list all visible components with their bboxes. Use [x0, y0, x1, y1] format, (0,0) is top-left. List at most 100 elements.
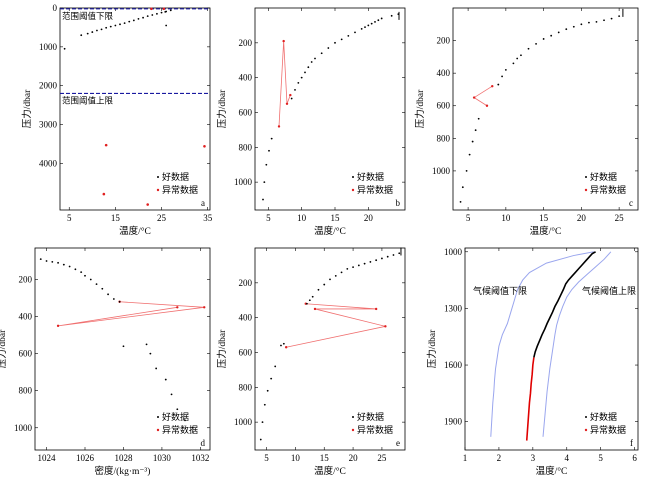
good-data-point [290, 97, 293, 100]
panel-label: d [201, 438, 206, 448]
good-data-point [386, 255, 389, 258]
good-data-point [160, 11, 163, 14]
x-tick-label: 5 [466, 213, 471, 223]
x-tick-label: 15 [111, 213, 121, 223]
anomaly-path [58, 301, 205, 327]
threshold-high-line [542, 251, 612, 437]
anomaly-data-point [146, 203, 149, 206]
plot-frame [464, 247, 639, 451]
good-data-point [320, 52, 323, 55]
x-tick-label: 4 [565, 453, 570, 463]
good-data-point [84, 274, 86, 277]
x-tick-label: 1030 [153, 453, 172, 463]
good-data-point [274, 365, 277, 368]
x-tick-label: 35 [203, 213, 213, 223]
good-data-point [317, 288, 320, 291]
anomaly-point [374, 307, 378, 311]
y-tick-label: 200 [19, 275, 33, 285]
good-data-point [80, 271, 83, 273]
annotation-low: 气候阈值下限 [473, 285, 527, 296]
good-data-point [80, 34, 83, 37]
y-tick-label: 1000 [234, 417, 253, 427]
good-data-point [262, 198, 264, 201]
good-data-point [261, 421, 264, 424]
good-data-point [459, 200, 462, 203]
panel-label: e [396, 438, 400, 448]
y-axis-label: 压力/dbar [21, 89, 33, 128]
good-data-point [340, 271, 343, 274]
good-data-point [512, 62, 515, 65]
good-data-point [118, 300, 121, 303]
x-axis-label: 温度/°C [530, 225, 562, 237]
good-data-point [270, 137, 273, 140]
good-data-point [137, 17, 140, 20]
good-data-point [156, 12, 158, 15]
anomaly-point [282, 39, 285, 43]
x-tick-label: 5 [67, 213, 72, 223]
y-tick-label: 800 [437, 133, 451, 143]
chart-panel-d: 1024 1026 1028 1030 1032 200 400 600 800 1000 密度/(… [0, 247, 211, 477]
anomaly-point [203, 306, 206, 309]
legend-anomaly: 异常数据 [162, 424, 198, 435]
good-data-point [151, 14, 154, 16]
good-data-point [266, 389, 269, 392]
good-data-point [347, 34, 350, 37]
anomaly-path [473, 85, 493, 107]
good-data-point [468, 153, 471, 156]
legend-good: 好数据 [162, 171, 189, 182]
y-tick-label: 200 [239, 38, 253, 48]
y-tick-label: 1000 [39, 42, 58, 52]
legend-anomaly: 异常数据 [357, 184, 393, 195]
y-tick-label: 600 [239, 347, 253, 357]
x-tick-label: 5 [598, 453, 603, 463]
good-data-point [497, 83, 500, 86]
good-data-point [100, 28, 103, 31]
plot-frame [59, 7, 211, 211]
good-data-point [557, 31, 560, 34]
good-data-point [565, 28, 568, 31]
legend-marker-good [352, 416, 354, 418]
good-data-point [377, 19, 380, 22]
x-tick-label: 1024 [38, 453, 57, 463]
anomaly-path [286, 303, 386, 348]
anomaly-point [277, 125, 281, 128]
good-data-point [363, 262, 366, 265]
good-data-point [74, 268, 77, 271]
good-data-point [610, 17, 613, 20]
x-tick-label: 6 [632, 453, 637, 463]
y-tick-label: 200 [239, 278, 253, 288]
x-tick-label: 10 [291, 453, 301, 463]
threshold-label: 范围阈值下限 [62, 11, 114, 21]
y-tick-label: 1000 [432, 166, 451, 176]
good-data-point [471, 140, 474, 143]
good-data-point [588, 21, 590, 24]
good-data-point [357, 264, 360, 267]
good-data-point [306, 302, 308, 305]
y-tick-label: 600 [19, 349, 33, 359]
x-tick-label: 5 [264, 453, 269, 463]
y-tick-label: 1000 [234, 177, 253, 187]
legend-anomaly: 异常数据 [357, 424, 393, 435]
good-data-point [96, 29, 98, 32]
good-data-point [374, 21, 376, 23]
good-data-line [533, 251, 596, 358]
good-data-point [270, 377, 273, 380]
anomaly-point [485, 104, 489, 107]
good-data-point [352, 266, 354, 269]
good-data-point [165, 24, 168, 27]
plot-frame [452, 7, 639, 211]
legend-marker-anomaly [156, 428, 160, 432]
legend-good: 好数据 [357, 171, 384, 182]
plot-frame [34, 247, 211, 451]
good-data-point [62, 263, 65, 266]
good-data-point [580, 23, 583, 26]
y-tick-label: 2000 [39, 81, 58, 91]
y-tick-label: 1900 [444, 417, 463, 427]
y-tick-label: 400 [437, 68, 451, 78]
good-data-point [311, 295, 314, 298]
x-tick-label: 15 [539, 213, 549, 223]
good-data-point [280, 344, 282, 347]
plot-frame [254, 7, 406, 211]
good-data-point [334, 41, 336, 44]
legend-good: 好数据 [357, 411, 384, 422]
